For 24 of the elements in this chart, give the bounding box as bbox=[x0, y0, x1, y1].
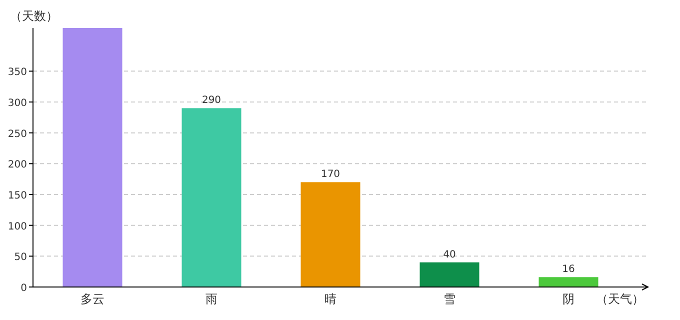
data-label: 290 bbox=[202, 95, 222, 106]
bar bbox=[62, 28, 122, 287]
x-axis-title: （天气） bbox=[596, 292, 644, 306]
y-tick-label: 300 bbox=[8, 98, 27, 109]
x-tick-label: 雨 bbox=[206, 292, 218, 306]
y-tick-label: 250 bbox=[8, 128, 27, 140]
y-tick-label: 200 bbox=[8, 160, 27, 171]
data-label: 16 bbox=[562, 264, 575, 276]
y-tick-label: 150 bbox=[8, 190, 27, 202]
bar bbox=[300, 182, 360, 287]
bar bbox=[420, 262, 480, 287]
y-tick-label: 350 bbox=[8, 67, 27, 78]
data-label: 40 bbox=[443, 249, 456, 260]
y-axis-title: （天数） bbox=[10, 9, 58, 23]
x-tick-label: 雪 bbox=[444, 292, 456, 306]
y-tick-label: 50 bbox=[14, 252, 27, 264]
bar bbox=[538, 277, 598, 287]
x-tick-label: 阴 bbox=[562, 292, 574, 306]
x-tick-label: 多云 bbox=[80, 292, 104, 306]
y-tick-label: 0 bbox=[20, 283, 27, 294]
data-label: 170 bbox=[320, 169, 340, 180]
bar bbox=[182, 108, 242, 287]
y-tick-label: 100 bbox=[8, 221, 27, 232]
x-tick-label: 晴 bbox=[324, 292, 336, 306]
